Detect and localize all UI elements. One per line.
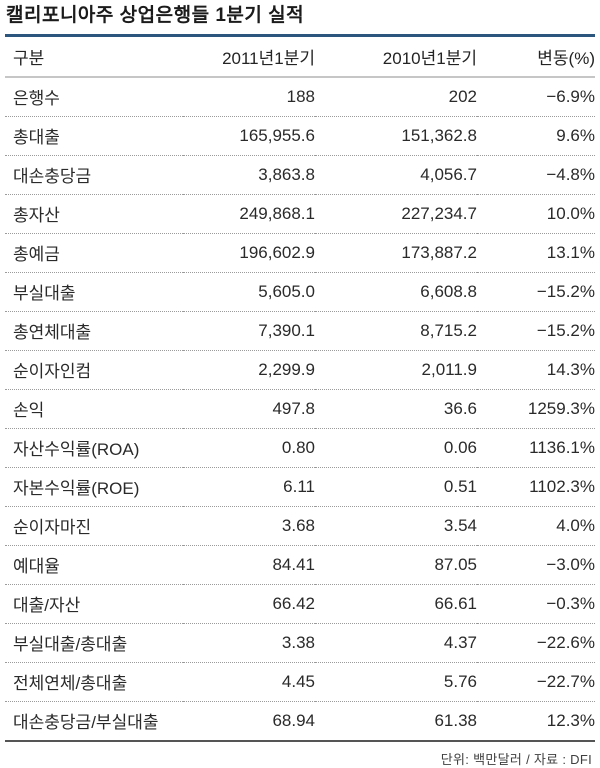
cell-value: 202 xyxy=(315,77,477,117)
row-label: 손익 xyxy=(5,389,183,429)
row-label: 총연체대출 xyxy=(5,311,183,351)
cell-value: 497.8 xyxy=(183,389,315,429)
table-row: 순이자마진 3.68 3.54 4.0% xyxy=(5,506,595,546)
cell-value: 14.3% xyxy=(477,350,595,390)
cell-value: −4.8% xyxy=(477,155,595,195)
table-row: 총예금 196,602.9 173,887.2 13.1% xyxy=(5,233,595,273)
cell-value: 4.37 xyxy=(315,623,477,663)
cell-value: 8,715.2 xyxy=(315,311,477,351)
page-title: 캘리포니아주 상업은행들 1분기 실적 xyxy=(6,5,305,26)
row-label: 순이자마진 xyxy=(5,506,183,546)
table-row: 부실대출 5,605.0 6,608.8 −15.2% xyxy=(5,272,595,312)
cell-value: 2,299.9 xyxy=(183,350,315,390)
table-row: 자본수익률(ROE) 6.11 0.51 1102.3% xyxy=(5,467,595,507)
table-row: 자산수익률(ROA) 0.80 0.06 1136.1% xyxy=(5,428,595,468)
cell-value: 188 xyxy=(183,77,315,117)
cell-value: 4.0% xyxy=(477,506,595,546)
cell-value: 36.6 xyxy=(315,389,477,429)
cell-value: −6.9% xyxy=(477,77,595,117)
table-row: 손익 497.8 36.6 1259.3% xyxy=(5,389,595,429)
table-row: 대손충당금/부실대출 68.94 61.38 12.3% xyxy=(5,701,595,742)
cell-value: 1102.3% xyxy=(477,467,595,507)
cell-value: 1136.1% xyxy=(477,428,595,468)
column-header-2010q1: 2010년1분기 xyxy=(315,37,477,78)
cell-value: 6.11 xyxy=(183,467,315,507)
table-row: 은행수 188 202 −6.9% xyxy=(5,77,595,117)
table-row: 대출/자산 66.42 66.61 −0.3% xyxy=(5,584,595,624)
cell-value: 3,863.8 xyxy=(183,155,315,195)
row-label: 대손충당금/부실대출 xyxy=(5,701,183,742)
cell-value: 5.76 xyxy=(315,662,477,702)
table-body: 은행수 188 202 −6.9% 총대출 165,955.6 151,362.8 9.6% 대… xyxy=(5,77,595,742)
cell-value: 87.05 xyxy=(315,545,477,585)
header-row: 구분 2011년1분기 2010년1분기 변동(%) xyxy=(5,37,595,78)
cell-value: −15.2% xyxy=(477,272,595,312)
cell-value: 4,056.7 xyxy=(315,155,477,195)
table-row: 총자산 249,868.1 227,234.7 10.0% xyxy=(5,194,595,234)
column-header-2011q1: 2011년1분기 xyxy=(183,37,315,78)
stats-table: 구분 2011년1분기 2010년1분기 변동(%) 은행수 188 202 −6.9… xyxy=(5,37,595,742)
cell-value: 227,234.7 xyxy=(315,194,477,234)
cell-value: −15.2% xyxy=(477,311,595,351)
table-row: 총연체대출 7,390.1 8,715.2 −15.2% xyxy=(5,311,595,351)
table-header: 구분 2011년1분기 2010년1분기 변동(%) xyxy=(5,37,595,78)
row-label: 전체연체/총대출 xyxy=(5,662,183,702)
table-row: 대손충당금 3,863.8 4,056.7 −4.8% xyxy=(5,155,595,195)
cell-value: 151,362.8 xyxy=(315,116,477,156)
table-row: 예대율 84.41 87.05 −3.0% xyxy=(5,545,595,585)
cell-value: 68.94 xyxy=(183,701,315,742)
cell-value: 5,605.0 xyxy=(183,272,315,312)
row-label: 은행수 xyxy=(5,77,183,117)
source-footnote: 단위: 백만달러 / 자료 : DFI xyxy=(440,752,592,767)
cell-value: 3.38 xyxy=(183,623,315,663)
cell-value: 66.61 xyxy=(315,584,477,624)
cell-value: −22.6% xyxy=(477,623,595,663)
cell-value: 1259.3% xyxy=(477,389,595,429)
cell-value: 3.68 xyxy=(183,506,315,546)
cell-value: 3.54 xyxy=(315,506,477,546)
cell-value: 61.38 xyxy=(315,701,477,742)
row-label: 대손충당금 xyxy=(5,155,183,195)
table-row: 전체연체/총대출 4.45 5.76 −22.7% xyxy=(5,662,595,702)
cell-value: 7,390.1 xyxy=(183,311,315,351)
row-label: 대출/자산 xyxy=(5,584,183,624)
cell-value: 0.51 xyxy=(315,467,477,507)
row-label: 예대율 xyxy=(5,545,183,585)
cell-value: 10.0% xyxy=(477,194,595,234)
cell-value: −3.0% xyxy=(477,545,595,585)
row-label: 총예금 xyxy=(5,233,183,273)
cell-value: −22.7% xyxy=(477,662,595,702)
row-label: 총자산 xyxy=(5,194,183,234)
cell-value: 0.80 xyxy=(183,428,315,468)
table-row: 순이자인컴 2,299.9 2,011.9 14.3% xyxy=(5,350,595,390)
column-header-change: 변동(%) xyxy=(477,37,595,78)
cell-value: 173,887.2 xyxy=(315,233,477,273)
cell-value: −0.3% xyxy=(477,584,595,624)
cell-value: 0.06 xyxy=(315,428,477,468)
cell-value: 13.1% xyxy=(477,233,595,273)
row-label: 부실대출/총대출 xyxy=(5,623,183,663)
cell-value: 9.6% xyxy=(477,116,595,156)
cell-value: 2,011.9 xyxy=(315,350,477,390)
row-label: 자산수익률(ROA) xyxy=(5,428,183,468)
cell-value: 66.42 xyxy=(183,584,315,624)
row-label: 순이자인컴 xyxy=(5,350,183,390)
row-label: 자본수익률(ROE) xyxy=(5,467,183,507)
cell-value: 249,868.1 xyxy=(183,194,315,234)
row-label: 부실대출 xyxy=(5,272,183,312)
table-row: 부실대출/총대출 3.38 4.37 −22.6% xyxy=(5,623,595,663)
cell-value: 12.3% xyxy=(477,701,595,742)
cell-value: 196,602.9 xyxy=(183,233,315,273)
cell-value: 6,608.8 xyxy=(315,272,477,312)
column-header-category: 구분 xyxy=(5,37,183,78)
table-row: 총대출 165,955.6 151,362.8 9.6% xyxy=(5,116,595,156)
cell-value: 165,955.6 xyxy=(183,116,315,156)
cell-value: 84.41 xyxy=(183,545,315,585)
accent-divider xyxy=(5,34,595,37)
cell-value: 4.45 xyxy=(183,662,315,702)
row-label: 총대출 xyxy=(5,116,183,156)
